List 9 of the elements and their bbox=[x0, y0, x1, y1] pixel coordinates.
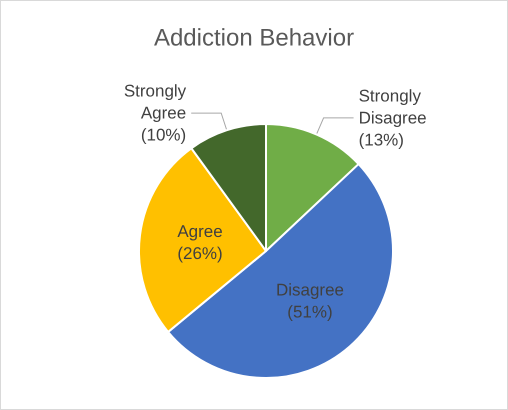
data-label: (26%) bbox=[177, 244, 223, 264]
slice-label: Strongly Agree bbox=[124, 82, 187, 123]
data-label: (10%) bbox=[140, 126, 186, 145]
slice-label: Strongly Disagree bbox=[358, 86, 427, 128]
slice-label: Disagree bbox=[276, 280, 344, 300]
data-label: (51%) bbox=[287, 302, 333, 322]
data-label: (13%) bbox=[358, 130, 404, 150]
chart-title: Addiction Behavior bbox=[154, 24, 354, 52]
slice-label: Agree bbox=[177, 222, 223, 242]
